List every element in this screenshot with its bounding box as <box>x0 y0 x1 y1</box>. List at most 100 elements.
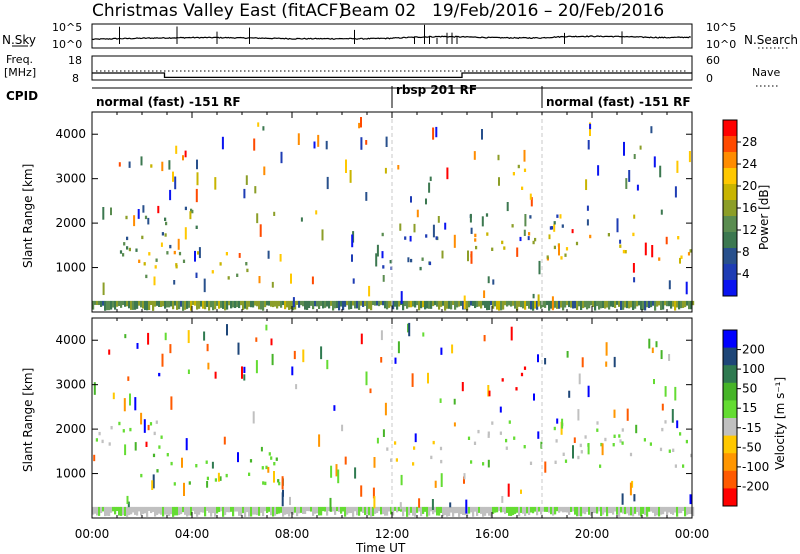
isolated-echo <box>142 205 145 213</box>
noise-left-label: N.Sky <box>2 33 36 47</box>
range-floor-cell <box>192 506 195 511</box>
range-floor-cell <box>198 506 201 515</box>
isolated-echo <box>400 474 403 486</box>
range-floor-cell <box>472 506 475 517</box>
range-floor-cell <box>660 300 663 311</box>
isolated-echo <box>644 242 647 256</box>
range-floor-cell <box>368 300 371 309</box>
range-floor-cell <box>506 300 509 307</box>
range-floor-cell <box>526 300 529 307</box>
range-floor-cell <box>134 506 137 515</box>
isolated-echo <box>434 480 437 488</box>
range-time-cell <box>277 479 280 483</box>
range-floor-cell <box>460 300 463 306</box>
range-time-cell <box>555 439 558 443</box>
range-floor-cell <box>534 506 537 512</box>
isolated-echo <box>465 499 468 514</box>
isolated-echo <box>126 495 129 505</box>
range-floor-cell <box>500 300 503 311</box>
range-floor-cell <box>218 506 221 512</box>
range-floor-cell <box>402 506 405 517</box>
range-floor-cell <box>656 506 659 516</box>
range-floor-cell <box>252 506 255 515</box>
isolated-echo <box>380 330 383 341</box>
range-floor-cell <box>640 506 643 517</box>
isolated-echo <box>399 502 402 510</box>
isolated-echo <box>523 149 526 162</box>
range-floor-cell <box>488 506 491 516</box>
range-time-cell <box>564 459 568 463</box>
range-floor-cell <box>524 506 527 517</box>
isolated-echo <box>676 160 679 173</box>
isolated-echo <box>444 222 447 230</box>
range-floor-cell <box>608 506 611 514</box>
noise-spikes <box>119 24 623 44</box>
range-floor-cell <box>544 300 547 308</box>
isolated-echo <box>369 388 372 394</box>
colorbar-swatch <box>723 365 737 384</box>
range-floor-cell <box>142 300 145 309</box>
range-floor-cell <box>114 506 117 515</box>
range-floor-cell <box>314 506 317 514</box>
range-floor-cell <box>410 506 413 513</box>
range-floor-cell <box>268 506 271 512</box>
range-floor-cell <box>510 506 513 516</box>
nave-tick-top: 60 <box>706 54 720 67</box>
isolated-echo <box>653 156 656 168</box>
range-floor-cell <box>290 300 293 310</box>
range-floor-cell <box>324 300 327 308</box>
range-floor-cell <box>138 300 141 306</box>
range-floor-cell <box>224 506 227 516</box>
range-floor-cell <box>200 506 203 513</box>
range-time-cell <box>554 460 557 464</box>
range-floor-cell <box>198 300 201 309</box>
isolated-echo <box>621 493 624 505</box>
range-time-cell <box>604 437 607 442</box>
y-tick-label: 3000 <box>55 172 86 186</box>
range-floor-cell <box>378 300 381 307</box>
range-floor-cell <box>272 506 275 517</box>
range-time-cell <box>141 235 144 240</box>
isolated-echo <box>650 126 653 134</box>
range-time-cell <box>225 252 228 256</box>
range-floor-cell <box>692 300 695 306</box>
isolated-echo <box>553 224 556 232</box>
y-tick-label: 2000 <box>55 216 86 230</box>
range-floor-cell <box>300 506 303 513</box>
range-floor-cell <box>652 300 655 306</box>
range-floor-cell <box>562 506 565 513</box>
range-time-cell <box>165 221 168 226</box>
range-floor-cell <box>106 300 109 311</box>
range-time-cell <box>101 439 104 444</box>
colorbar-swatch <box>723 330 737 349</box>
range-floor-cell <box>306 300 309 310</box>
range-floor-cell <box>686 506 689 515</box>
isolated-echo <box>265 324 268 331</box>
isolated-echo <box>255 337 258 342</box>
isolated-echo <box>311 276 314 285</box>
range-time-cell <box>419 266 422 271</box>
cpid-segment-2: rbsp 201 RF <box>396 83 477 97</box>
isolated-echo <box>161 161 164 172</box>
range-floor-cell <box>460 506 463 514</box>
range-time-cell <box>248 472 251 476</box>
range-time-cell <box>191 209 194 214</box>
range-floor-cell <box>416 506 419 513</box>
range-floor-cell <box>454 506 457 514</box>
range-floor-cell <box>638 300 641 306</box>
isolated-echo <box>585 179 588 191</box>
isolated-echo <box>123 398 126 412</box>
range-time-cell <box>474 238 477 242</box>
range-floor-cell <box>366 506 369 515</box>
isolated-echo <box>648 338 651 349</box>
isolated-echo <box>102 282 105 296</box>
range-floor-cell <box>248 506 251 517</box>
range-floor-cell <box>176 506 179 516</box>
range-time-cell <box>155 258 158 262</box>
range-floor-cell <box>406 506 409 517</box>
range-floor-cell <box>512 506 515 516</box>
isolated-echo <box>93 382 96 395</box>
range-floor-cell <box>550 300 553 309</box>
range-floor-cell <box>362 506 365 513</box>
range-time-cell <box>145 274 148 279</box>
